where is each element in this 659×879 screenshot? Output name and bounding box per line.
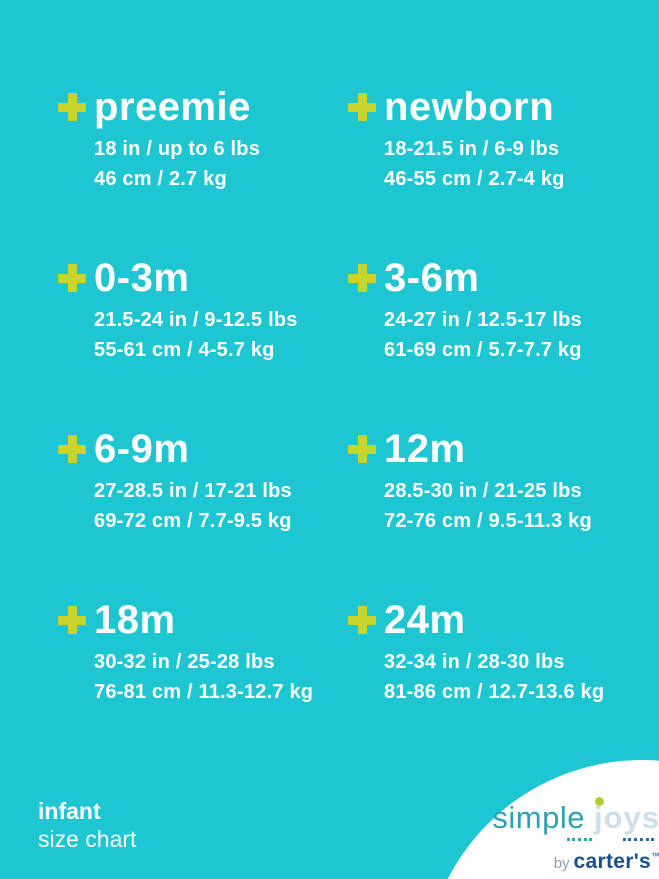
- plus-icon: [58, 93, 86, 121]
- size-head: 0-3m: [58, 255, 348, 301]
- size-metric: 69-72 cm / 7.7-9.5 kg: [94, 510, 292, 532]
- caption-subtitle: size chart: [38, 826, 137, 852]
- brand-joys-word: joys: [593, 800, 659, 835]
- size-label: 3-6m: [384, 256, 480, 300]
- brand-logo-circle: simple joys by carter's™: [424, 760, 659, 879]
- size-block-12m: 12m 28.5-30 in / 21-25 lbs 72-76 cm / 9.…: [348, 426, 638, 597]
- plus-icon: [348, 93, 376, 121]
- size-label: 12m: [384, 427, 466, 471]
- brand-by-text: by: [553, 855, 570, 872]
- size-block-18m: 18m 30-32 in / 25-28 lbs 76-81 cm / 11.3…: [58, 597, 348, 768]
- size-metric: 76-81 cm / 11.3-12.7 kg: [94, 681, 314, 703]
- trademark-symbol: ™: [651, 851, 659, 861]
- caption-title: infant: [38, 798, 101, 824]
- blue-dots-icon: [623, 838, 654, 841]
- plus-icon: [58, 606, 86, 634]
- size-head: 3-6m: [348, 255, 638, 301]
- size-head: newborn: [348, 84, 638, 130]
- brand-joys-text: joys: [593, 797, 659, 835]
- size-metric: 81-86 cm / 12.7-13.6 kg: [384, 681, 605, 703]
- brand-wordmark: simple joys: [492, 797, 659, 836]
- size-label: 24m: [384, 598, 466, 642]
- size-head: preemie: [58, 84, 348, 130]
- joys-green-dot-icon: [594, 797, 604, 806]
- size-head: 18m: [58, 597, 348, 643]
- size-block-6-9m: 6-9m 27-28.5 in / 17-21 lbs 69-72 cm / 7…: [58, 426, 348, 597]
- size-block-3-6m: 3-6m 24-27 in / 12.5-17 lbs 61-69 cm / 5…: [348, 255, 638, 426]
- size-imperial: 24-27 in / 12.5-17 lbs: [384, 309, 582, 331]
- size-label: 6-9m: [94, 427, 190, 471]
- size-label: newborn: [384, 85, 555, 129]
- size-imperial: 18-21.5 in / 6-9 lbs: [384, 138, 560, 160]
- plus-icon: [348, 606, 376, 634]
- teal-dots-icon: [567, 838, 592, 841]
- brand-byline: by carter's™: [554, 844, 659, 876]
- size-head: 24m: [348, 597, 638, 643]
- plus-icon: [58, 264, 86, 292]
- size-block-24m: 24m 32-34 in / 28-30 lbs 81-86 cm / 12.7…: [348, 597, 638, 768]
- size-block-preemie: preemie 18 in / up to 6 lbs 46 cm / 2.7 …: [58, 84, 348, 255]
- size-metric: 55-61 cm / 4-5.7 kg: [94, 339, 275, 361]
- plus-icon: [348, 264, 376, 292]
- size-metric: 61-69 cm / 5.7-7.7 kg: [384, 339, 582, 361]
- size-imperial: 21.5-24 in / 9-12.5 lbs: [94, 309, 298, 331]
- plus-icon: [58, 435, 86, 463]
- chart-caption: infant size chart: [38, 797, 136, 853]
- brand-carters-text: carter's: [573, 850, 651, 873]
- size-block-0-3m: 0-3m 21.5-24 in / 9-12.5 lbs 55-61 cm / …: [58, 255, 348, 426]
- size-block-newborn: newborn 18-21.5 in / 6-9 lbs 46-55 cm / …: [348, 84, 638, 255]
- size-imperial: 28.5-30 in / 21-25 lbs: [384, 480, 582, 502]
- size-metric: 72-76 cm / 9.5-11.3 kg: [384, 510, 592, 532]
- size-metric: 46-55 cm / 2.7-4 kg: [384, 168, 565, 190]
- size-metric: 46 cm / 2.7 kg: [94, 168, 227, 190]
- size-imperial: 30-32 in / 25-28 lbs: [94, 651, 275, 673]
- size-grid: preemie 18 in / up to 6 lbs 46 cm / 2.7 …: [58, 84, 638, 768]
- plus-icon: [348, 435, 376, 463]
- size-imperial: 18 in / up to 6 lbs: [94, 138, 261, 160]
- size-label: 18m: [94, 598, 176, 642]
- size-label: preemie: [94, 85, 251, 129]
- size-imperial: 27-28.5 in / 17-21 lbs: [94, 480, 292, 502]
- size-label: 0-3m: [94, 256, 190, 300]
- size-imperial: 32-34 in / 28-30 lbs: [384, 651, 565, 673]
- size-head: 12m: [348, 426, 638, 472]
- size-head: 6-9m: [58, 426, 348, 472]
- brand-simple-text: simple: [492, 800, 585, 835]
